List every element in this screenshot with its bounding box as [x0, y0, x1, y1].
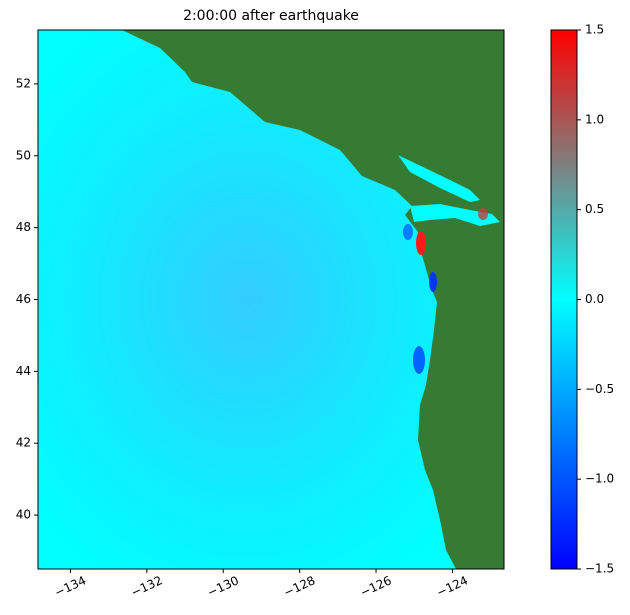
- colorbar-tick-label: 0.0: [585, 292, 604, 306]
- colorbar-tick-label: 1.0: [585, 112, 604, 126]
- y-tick-label: 42: [16, 436, 31, 450]
- x-tick-label: −126: [358, 573, 394, 600]
- x-tick-label: −124: [434, 573, 470, 600]
- colorbar-tick-label: −1.5: [585, 562, 614, 576]
- x-tick-label: −130: [205, 573, 241, 600]
- anomaly: [403, 224, 413, 240]
- anomaly: [478, 208, 488, 220]
- y-tick-label: 44: [16, 364, 31, 378]
- colorbar-tick-label: −1.0: [585, 472, 614, 486]
- strait: [410, 204, 500, 226]
- colorbar-tick-label: −0.5: [585, 382, 614, 396]
- y-tick-label: 40: [16, 508, 31, 522]
- anomaly: [429, 272, 437, 292]
- y-tick-label: 52: [16, 76, 31, 90]
- x-tick-label: −134: [52, 573, 88, 600]
- chart-title: 2:00:00 after earthquake: [183, 8, 359, 24]
- colorbar: [550, 29, 578, 570]
- colorbar-tick-label: 0.5: [585, 202, 604, 216]
- anomaly: [413, 346, 425, 374]
- inlet: [398, 155, 480, 202]
- anomaly: [416, 231, 426, 255]
- x-tick-label: −132: [129, 573, 165, 600]
- colorbar-tick-label: 1.5: [585, 23, 604, 37]
- map: [38, 30, 504, 569]
- y-tick-label: 48: [16, 220, 31, 234]
- y-tick-label: 46: [16, 292, 31, 306]
- x-tick-label: −128: [282, 573, 318, 600]
- y-tick-label: 50: [16, 148, 31, 162]
